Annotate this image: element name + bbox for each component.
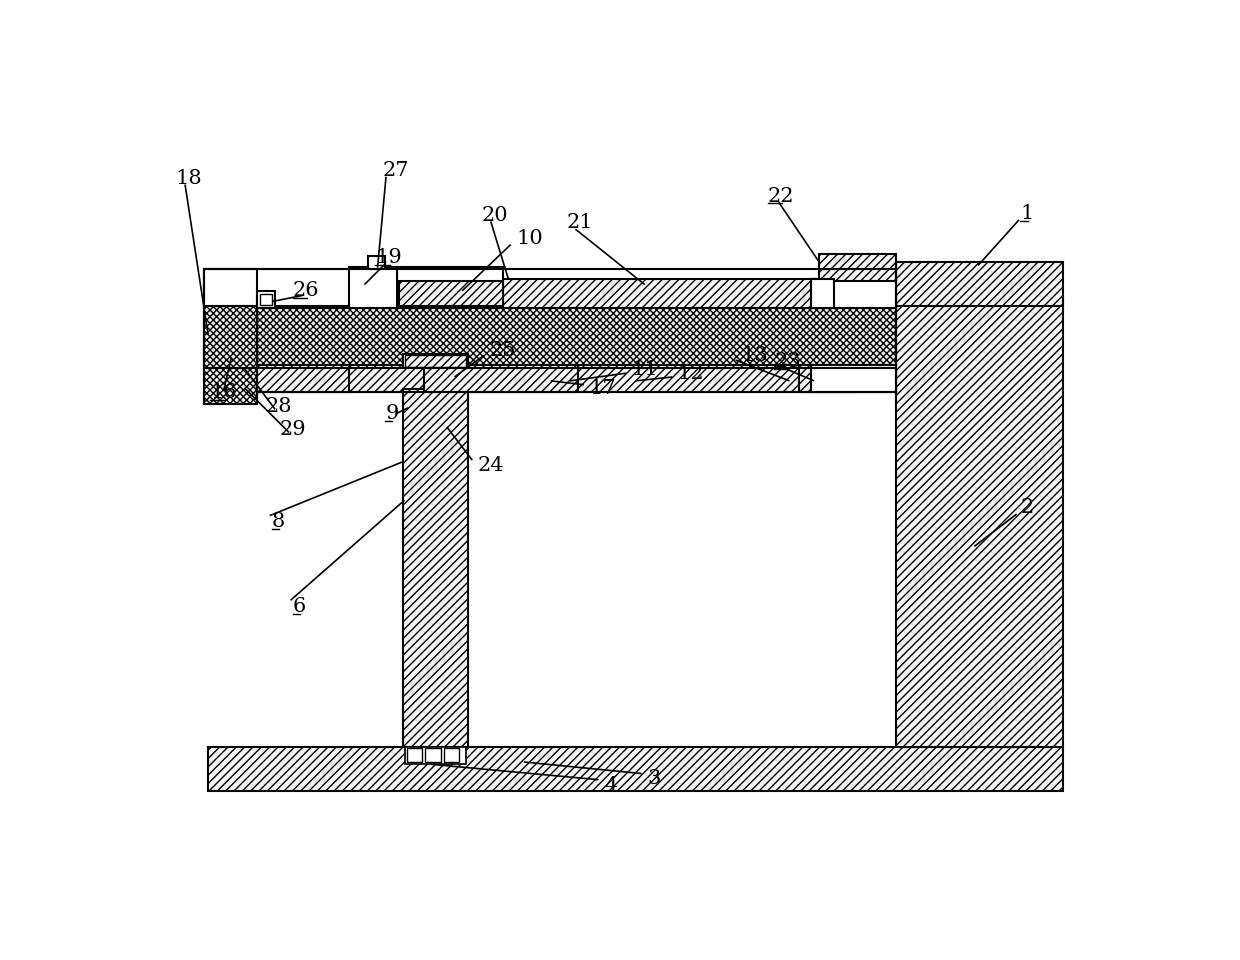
Bar xyxy=(259,294,272,305)
Bar xyxy=(350,267,397,308)
Text: 8: 8 xyxy=(272,513,285,531)
Bar xyxy=(895,299,1063,747)
Bar xyxy=(403,354,467,368)
Text: 11: 11 xyxy=(631,360,658,379)
Text: 22: 22 xyxy=(768,186,795,205)
Bar xyxy=(811,366,895,393)
Text: 19: 19 xyxy=(376,248,402,267)
Bar xyxy=(811,279,895,308)
Text: 25: 25 xyxy=(490,341,516,360)
Bar xyxy=(208,747,1063,791)
Bar xyxy=(799,366,854,393)
Text: 4: 4 xyxy=(605,776,618,795)
Text: 10: 10 xyxy=(516,228,543,248)
Bar xyxy=(424,366,578,393)
Text: 1: 1 xyxy=(1021,204,1034,224)
Bar xyxy=(257,291,275,308)
Text: 23: 23 xyxy=(774,352,801,372)
Bar xyxy=(811,279,835,308)
Bar xyxy=(407,748,422,762)
Text: 24: 24 xyxy=(477,456,505,475)
Bar xyxy=(205,306,895,368)
Text: 9: 9 xyxy=(386,404,398,423)
Bar xyxy=(399,280,503,306)
Bar xyxy=(425,748,440,762)
Bar xyxy=(257,366,350,393)
Text: 13: 13 xyxy=(742,346,769,365)
Bar xyxy=(818,253,895,280)
Text: 26: 26 xyxy=(293,281,320,300)
Text: 18: 18 xyxy=(175,169,202,188)
Bar xyxy=(367,256,386,269)
Bar xyxy=(444,748,459,762)
Text: 17: 17 xyxy=(589,379,616,398)
Text: 16: 16 xyxy=(211,383,237,402)
Bar xyxy=(397,267,503,308)
Text: 6: 6 xyxy=(293,597,306,616)
Bar xyxy=(403,389,467,747)
Text: 21: 21 xyxy=(567,213,593,232)
Bar xyxy=(404,355,466,367)
Text: 28: 28 xyxy=(265,396,293,416)
Text: 27: 27 xyxy=(383,161,409,180)
Text: 2: 2 xyxy=(1021,498,1034,517)
Text: 20: 20 xyxy=(481,205,508,225)
Bar xyxy=(205,269,257,404)
Bar xyxy=(895,261,1063,306)
Bar xyxy=(257,366,895,393)
Text: 29: 29 xyxy=(280,420,306,439)
Text: 3: 3 xyxy=(647,770,661,788)
Bar xyxy=(404,747,466,764)
Text: 12: 12 xyxy=(678,364,704,383)
Bar xyxy=(257,279,895,308)
Bar xyxy=(205,269,355,306)
